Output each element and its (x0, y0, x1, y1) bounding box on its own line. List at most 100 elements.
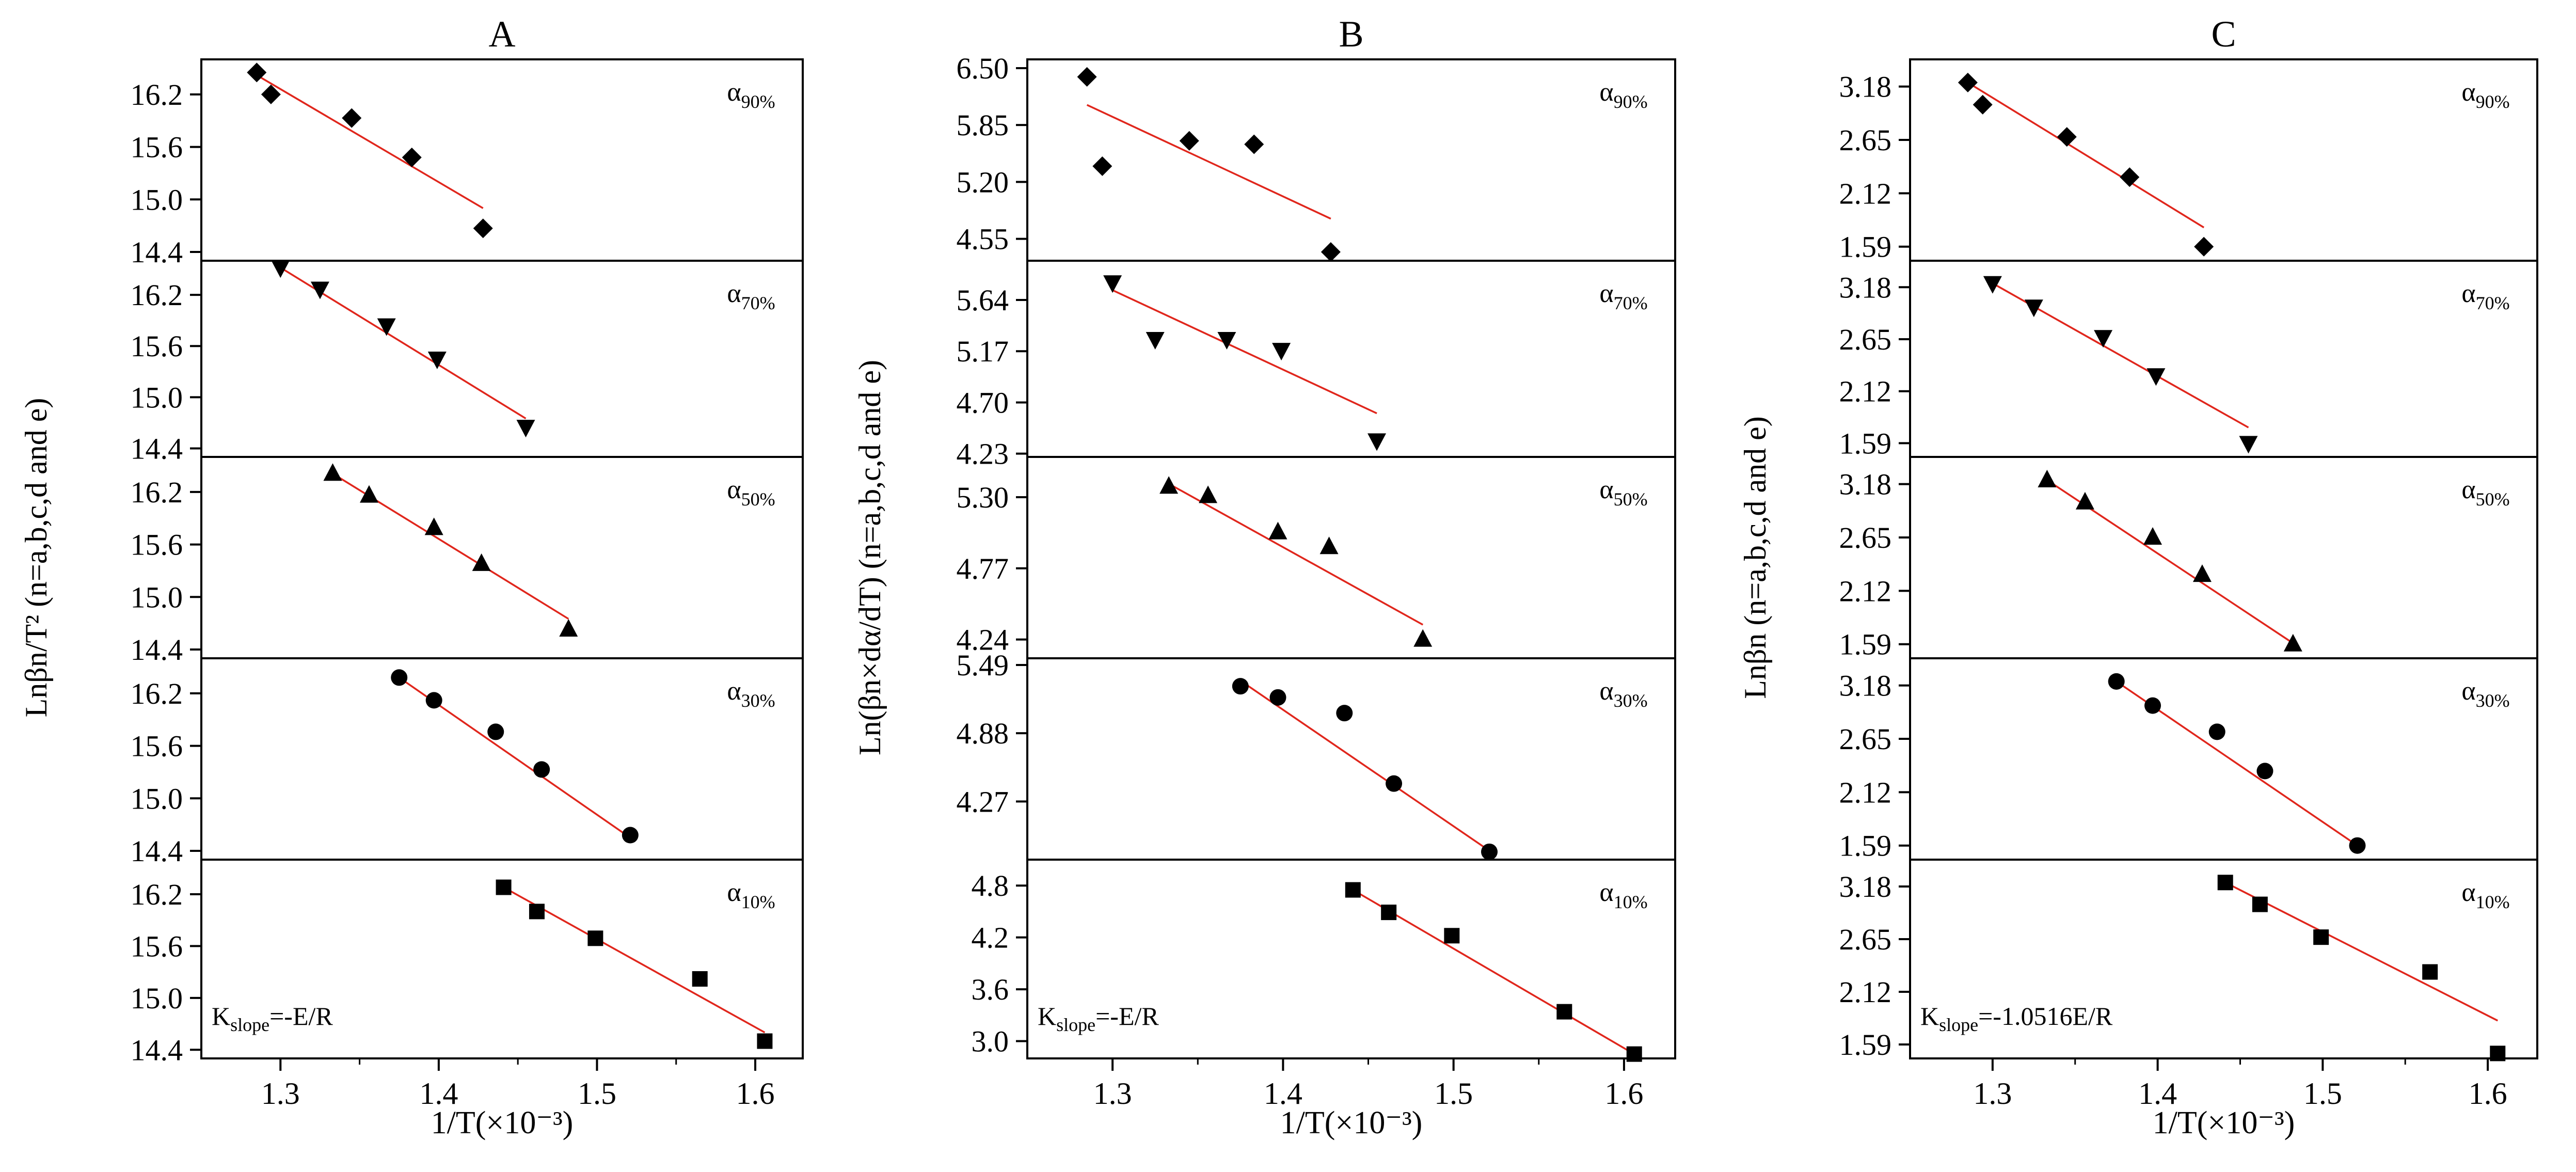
fit-line (1086, 104, 1331, 220)
subplot-alpha-50: 1.59 2.12 2.65 3.18 α50% (1839, 468, 2510, 661)
panel-title: A (489, 13, 516, 55)
data-point (1269, 689, 1286, 706)
y-tick-label: 15.6 (131, 730, 183, 763)
alpha-label: α70% (1599, 279, 1647, 313)
data-point (1958, 72, 1978, 92)
data-point (2349, 837, 2366, 854)
y-tick-label: 4.23 (957, 437, 1009, 471)
x-tick-label: 1.3 (1093, 1076, 1132, 1111)
data-point (516, 420, 535, 438)
y-tick-label: 1.59 (1839, 829, 1892, 863)
data-point (2256, 763, 2273, 780)
data-point (1336, 705, 1353, 722)
k-slope-annotation: Kslope=-1.0516E/R (1920, 1002, 2113, 1035)
x-axis-label: 1/T(×10⁻³) (431, 1105, 574, 1141)
data-point (247, 62, 267, 83)
y-tick-label: 2.12 (1839, 975, 1892, 1009)
data-point (757, 1033, 773, 1049)
data-point (261, 84, 281, 104)
panel-A: A 14.4 15.0 15.6 16.2 α90% 14.4 15.0 15.6 16.2 α70… (19, 13, 804, 1141)
y-tick-label: 15.6 (131, 329, 183, 363)
y-tick-label: 3.18 (1839, 468, 1892, 501)
data-point (425, 692, 442, 709)
data-point (359, 485, 378, 503)
y-tick-label: 4.27 (957, 785, 1009, 818)
data-point (1444, 928, 1460, 944)
y-tick-label: 5.64 (957, 283, 1009, 317)
panel-title: C (2211, 13, 2236, 55)
data-point (377, 318, 396, 336)
data-point (472, 553, 491, 571)
y-tick-label: 2.65 (1839, 521, 1892, 555)
data-point (2146, 368, 2166, 386)
data-point (1146, 332, 1165, 350)
subplot-alpha-30: 4.27 4.88 5.49 α30% (957, 648, 1648, 860)
data-point (1321, 242, 1341, 262)
data-point (1319, 536, 1339, 555)
y-tick-label: 15.6 (131, 528, 183, 562)
y-tick-label: 16.2 (131, 278, 183, 312)
y-tick-label: 4.55 (957, 223, 1009, 256)
data-point (323, 463, 342, 481)
x-tick-label: 1.5 (2303, 1076, 2342, 1111)
x-tick-label: 1.6 (1604, 1076, 1643, 1111)
data-point (1367, 433, 1387, 451)
fit-line (256, 74, 484, 209)
panel-frame (200, 58, 804, 1059)
x-tick-label: 1.6 (736, 1076, 775, 1111)
y-tick-label: 1.59 (1839, 628, 1892, 661)
data-point (1413, 629, 1433, 647)
alpha-label: α10% (727, 878, 775, 912)
alpha-label: α90% (727, 77, 775, 112)
y-tick-label: 15.0 (131, 782, 183, 815)
y-tick-label: 3.18 (1839, 271, 1892, 304)
fit-line (1239, 679, 1490, 852)
alpha-label: α50% (2461, 475, 2509, 510)
x-axis-label: 1/T(×10⁻³) (1280, 1105, 1423, 1141)
panel-frame (1026, 58, 1676, 1059)
data-point (1103, 275, 1122, 293)
y-tick-label: 14.4 (131, 1033, 183, 1067)
alpha-label: α70% (2461, 279, 2509, 313)
data-point (271, 260, 290, 278)
y-tick-label: 15.0 (131, 981, 183, 1015)
data-point (622, 827, 639, 844)
y-tick-label: 5.85 (957, 108, 1009, 142)
alpha-label: α30% (727, 676, 775, 711)
subplot-alpha-10: 3.0 3.6 4.2 4.8 α10% (972, 869, 1648, 1062)
data-point (1481, 843, 1498, 860)
alpha-label: α30% (2461, 676, 2509, 711)
y-tick-label: 4.24 (957, 623, 1009, 657)
subplot-alpha-50: 4.24 4.77 5.30 α50% (957, 475, 1648, 657)
data-point (587, 930, 603, 946)
x-tick-label: 1.3 (261, 1076, 300, 1111)
y-tick-label: 15.6 (131, 131, 183, 164)
fit-line (1168, 483, 1424, 626)
y-tick-label: 2.12 (1839, 574, 1892, 608)
y-tick-label: 14.4 (131, 834, 183, 868)
data-point (2192, 564, 2212, 582)
data-point (529, 904, 545, 920)
k-slope-annotation: Kslope=-E/R (212, 1002, 333, 1035)
subplot-alpha-50: 14.4 15.0 15.6 16.2 α50% (131, 463, 775, 667)
data-point (2108, 673, 2125, 690)
y-axis-label: Lnβn (n=a,b,c,d and e) (1738, 416, 1772, 699)
alpha-label: α70% (727, 279, 775, 313)
data-point (2252, 896, 2268, 912)
fit-line (2224, 881, 2499, 1022)
y-tick-label: 3.18 (1839, 669, 1892, 703)
data-point (2057, 127, 2077, 147)
data-point (2038, 469, 2057, 487)
subplot-alpha-90: 14.4 15.0 15.6 16.2 α90% (131, 62, 775, 269)
panel-frame (1909, 58, 2538, 1059)
data-point (2283, 633, 2302, 652)
y-tick-label: 1.59 (1839, 230, 1892, 264)
y-tick-label: 4.70 (957, 386, 1009, 419)
fit-line (1967, 82, 2205, 229)
subplot-alpha-90: 1.59 2.12 2.65 3.18 α90% (1839, 70, 2510, 264)
data-point (1077, 67, 1097, 87)
data-point (1179, 131, 1199, 151)
x-tick-label: 1.4 (1264, 1076, 1302, 1111)
x-tick-label: 1.5 (578, 1076, 616, 1111)
